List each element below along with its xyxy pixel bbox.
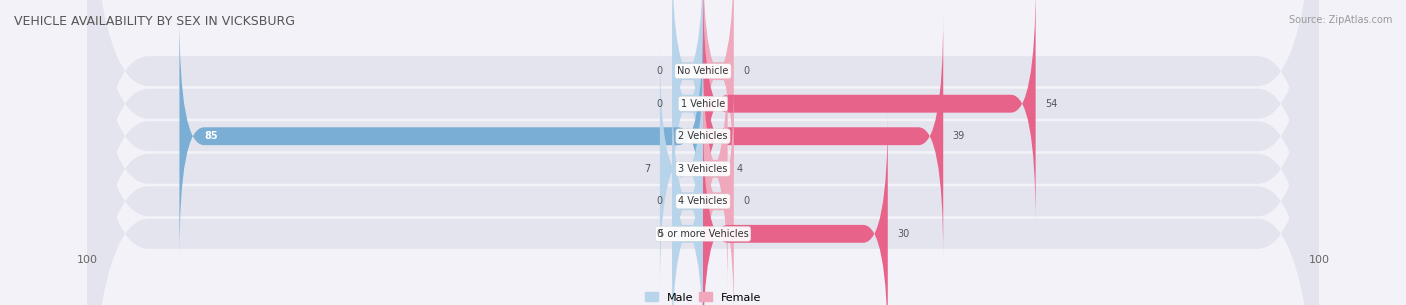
FancyBboxPatch shape <box>87 0 1319 305</box>
FancyBboxPatch shape <box>87 0 1319 305</box>
Legend: Male, Female: Male, Female <box>640 288 766 305</box>
FancyBboxPatch shape <box>672 80 703 305</box>
Text: 0: 0 <box>742 66 749 76</box>
Text: No Vehicle: No Vehicle <box>678 66 728 76</box>
Text: 2 Vehicles: 2 Vehicles <box>678 131 728 141</box>
Text: 85: 85 <box>204 131 218 141</box>
Text: 1 Vehicle: 1 Vehicle <box>681 99 725 109</box>
Text: 7: 7 <box>644 164 651 174</box>
FancyBboxPatch shape <box>659 48 703 290</box>
Text: 0: 0 <box>657 99 664 109</box>
Text: 39: 39 <box>952 131 965 141</box>
FancyBboxPatch shape <box>87 0 1319 305</box>
Text: 3 Vehicles: 3 Vehicles <box>678 164 728 174</box>
FancyBboxPatch shape <box>180 15 703 257</box>
FancyBboxPatch shape <box>703 15 943 257</box>
Text: 0: 0 <box>657 196 664 206</box>
FancyBboxPatch shape <box>703 80 734 305</box>
Text: 5 or more Vehicles: 5 or more Vehicles <box>658 229 748 239</box>
FancyBboxPatch shape <box>703 0 1036 225</box>
FancyBboxPatch shape <box>703 48 728 290</box>
Text: 0: 0 <box>657 229 664 239</box>
FancyBboxPatch shape <box>703 0 734 192</box>
Text: 0: 0 <box>742 196 749 206</box>
FancyBboxPatch shape <box>703 113 887 305</box>
Text: 30: 30 <box>897 229 910 239</box>
Text: 4: 4 <box>737 164 742 174</box>
FancyBboxPatch shape <box>87 0 1319 305</box>
FancyBboxPatch shape <box>87 0 1319 305</box>
FancyBboxPatch shape <box>672 113 703 305</box>
FancyBboxPatch shape <box>672 0 703 225</box>
FancyBboxPatch shape <box>87 0 1319 305</box>
Text: 4 Vehicles: 4 Vehicles <box>678 196 728 206</box>
Text: 0: 0 <box>657 66 664 76</box>
Text: Source: ZipAtlas.com: Source: ZipAtlas.com <box>1288 15 1392 25</box>
Text: 54: 54 <box>1045 99 1057 109</box>
FancyBboxPatch shape <box>672 0 703 192</box>
Text: VEHICLE AVAILABILITY BY SEX IN VICKSBURG: VEHICLE AVAILABILITY BY SEX IN VICKSBURG <box>14 15 295 28</box>
